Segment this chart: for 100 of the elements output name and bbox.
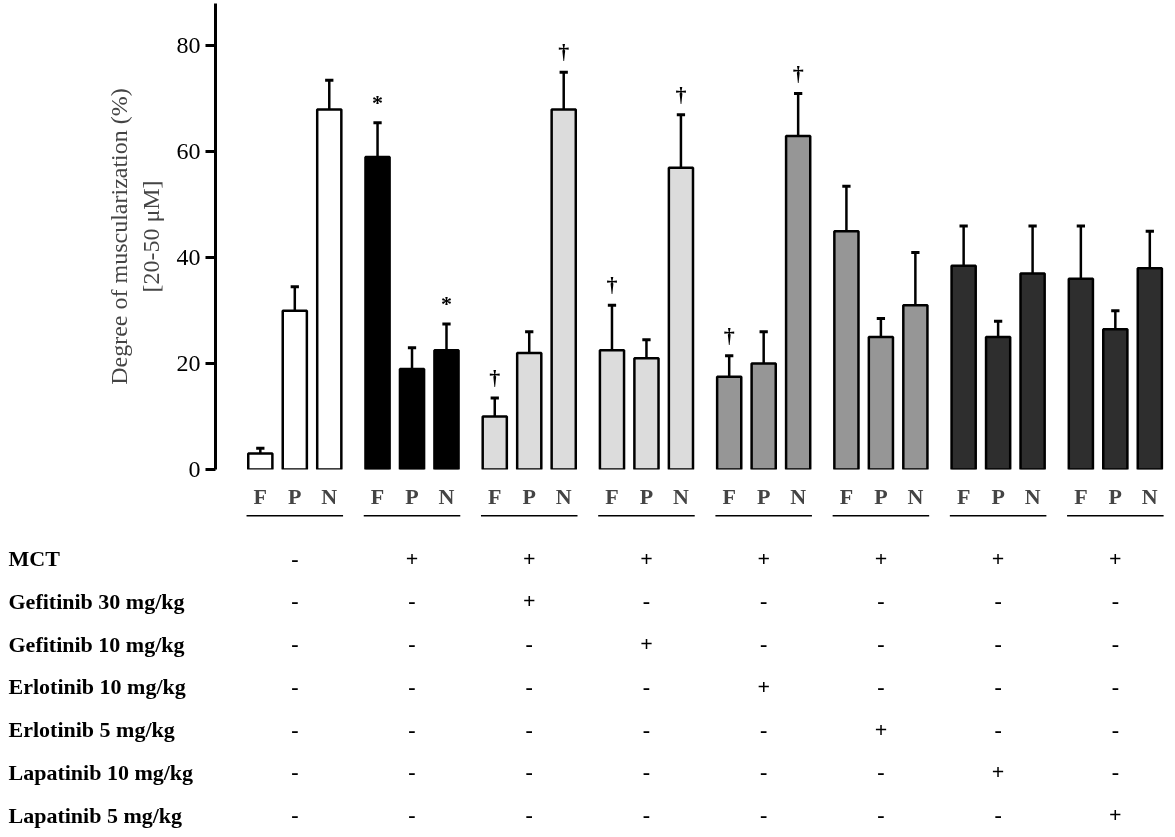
text: - bbox=[642, 588, 651, 614]
text: - bbox=[525, 716, 533, 742]
text: - bbox=[760, 631, 768, 657]
data-label: † bbox=[723, 322, 735, 348]
y-tick-label: 0 bbox=[188, 456, 201, 482]
x-tick-label: F bbox=[1074, 483, 1088, 509]
x-tick-label: P bbox=[522, 483, 536, 509]
data-label: * bbox=[372, 89, 384, 115]
text: - bbox=[1111, 631, 1119, 657]
text: + bbox=[874, 545, 888, 571]
text: - bbox=[525, 631, 533, 657]
x-tick-label: N bbox=[1141, 483, 1158, 509]
x-tick-label: N bbox=[790, 483, 807, 509]
x-tick-label: P bbox=[991, 483, 1005, 509]
x-tick-label: F bbox=[488, 483, 502, 509]
x-tick-label: P bbox=[874, 483, 888, 509]
text: Erlotinib 10 mg/kg bbox=[8, 674, 186, 700]
text: - bbox=[642, 759, 651, 785]
data-label: * bbox=[440, 290, 452, 316]
data-label: † bbox=[792, 60, 804, 86]
text: - bbox=[291, 631, 299, 657]
text: Gefitinib 30 mg/kg bbox=[8, 588, 185, 614]
y-tick-label: 60 bbox=[176, 138, 201, 165]
text: - bbox=[408, 631, 416, 657]
text: + bbox=[640, 631, 653, 657]
data-label: † bbox=[489, 365, 501, 391]
text: + bbox=[991, 545, 1005, 571]
x-tick-label: N bbox=[321, 483, 338, 509]
x-tick-label: F bbox=[605, 483, 619, 509]
text: - bbox=[877, 631, 885, 657]
text: - bbox=[760, 759, 768, 785]
text: - bbox=[291, 716, 299, 742]
text: - bbox=[1111, 759, 1119, 785]
x-tick-label: N bbox=[672, 483, 689, 509]
data-label: † bbox=[558, 39, 570, 65]
text: - bbox=[1111, 588, 1119, 614]
text: Gefitinib 10 mg/kg bbox=[8, 631, 185, 657]
text: - bbox=[525, 802, 533, 828]
x-tick-label: F bbox=[370, 483, 385, 509]
text: - bbox=[642, 802, 651, 828]
text: + bbox=[640, 545, 653, 571]
text: - bbox=[877, 759, 885, 785]
data-label: † bbox=[606, 272, 618, 298]
text: - bbox=[291, 588, 299, 614]
text: - bbox=[994, 673, 1002, 699]
y-tick-label: 40 bbox=[176, 244, 201, 271]
text: + bbox=[405, 545, 419, 571]
text: - bbox=[525, 759, 533, 785]
text: - bbox=[877, 802, 885, 828]
text: - bbox=[408, 759, 416, 785]
text: - bbox=[994, 631, 1002, 657]
text: - bbox=[760, 802, 768, 828]
x-tick-label: F bbox=[722, 483, 736, 509]
text: Lapatinib 10 mg/kg bbox=[8, 759, 194, 785]
x-tick-label: N bbox=[555, 483, 572, 509]
x-tick-label: P bbox=[1108, 483, 1123, 509]
x-tick-label: P bbox=[639, 483, 654, 509]
text: + bbox=[1109, 545, 1122, 571]
text: - bbox=[291, 545, 299, 571]
text: - bbox=[760, 716, 768, 742]
text: MCT bbox=[8, 546, 61, 572]
text: - bbox=[291, 802, 299, 828]
x-tick-label: P bbox=[405, 483, 419, 509]
text: - bbox=[525, 673, 533, 699]
text: Erlotinib 5 mg/kg bbox=[8, 717, 175, 743]
text: + bbox=[522, 545, 536, 571]
x-tick-label: N bbox=[907, 483, 924, 509]
y-tick-label: 80 bbox=[176, 32, 201, 59]
text: - bbox=[408, 673, 416, 699]
x-tick-label: N bbox=[1024, 483, 1041, 509]
text: Lapatinib 5 mg/kg bbox=[8, 802, 183, 828]
text: - bbox=[994, 802, 1002, 828]
x-tick-label: F bbox=[839, 483, 854, 509]
text: + bbox=[991, 759, 1005, 785]
x-tick-label: P bbox=[756, 483, 771, 509]
data-label: † bbox=[675, 81, 687, 107]
text: + bbox=[757, 545, 770, 571]
text: - bbox=[994, 588, 1002, 614]
text: - bbox=[994, 716, 1002, 742]
text: - bbox=[1111, 716, 1119, 742]
text: + bbox=[874, 716, 888, 742]
text: + bbox=[1109, 802, 1122, 828]
x-tick-label: F bbox=[956, 483, 971, 509]
text: - bbox=[877, 588, 885, 614]
text: + bbox=[522, 588, 536, 614]
x-tick-label: F bbox=[253, 483, 268, 509]
y-axis-title: Degree of muscularization (%) [20-50 μM] bbox=[106, 88, 164, 385]
x-tick-label: P bbox=[288, 483, 302, 509]
text: - bbox=[408, 716, 416, 742]
y-tick-label: 20 bbox=[176, 350, 201, 377]
x-tick-label: N bbox=[438, 483, 455, 509]
text: - bbox=[1111, 673, 1119, 699]
text: - bbox=[760, 588, 768, 614]
text: - bbox=[642, 716, 651, 742]
text: + bbox=[757, 673, 770, 699]
text: - bbox=[408, 588, 416, 614]
text: - bbox=[291, 673, 299, 699]
text: - bbox=[877, 673, 885, 699]
text: - bbox=[642, 673, 651, 699]
text: - bbox=[291, 759, 299, 785]
